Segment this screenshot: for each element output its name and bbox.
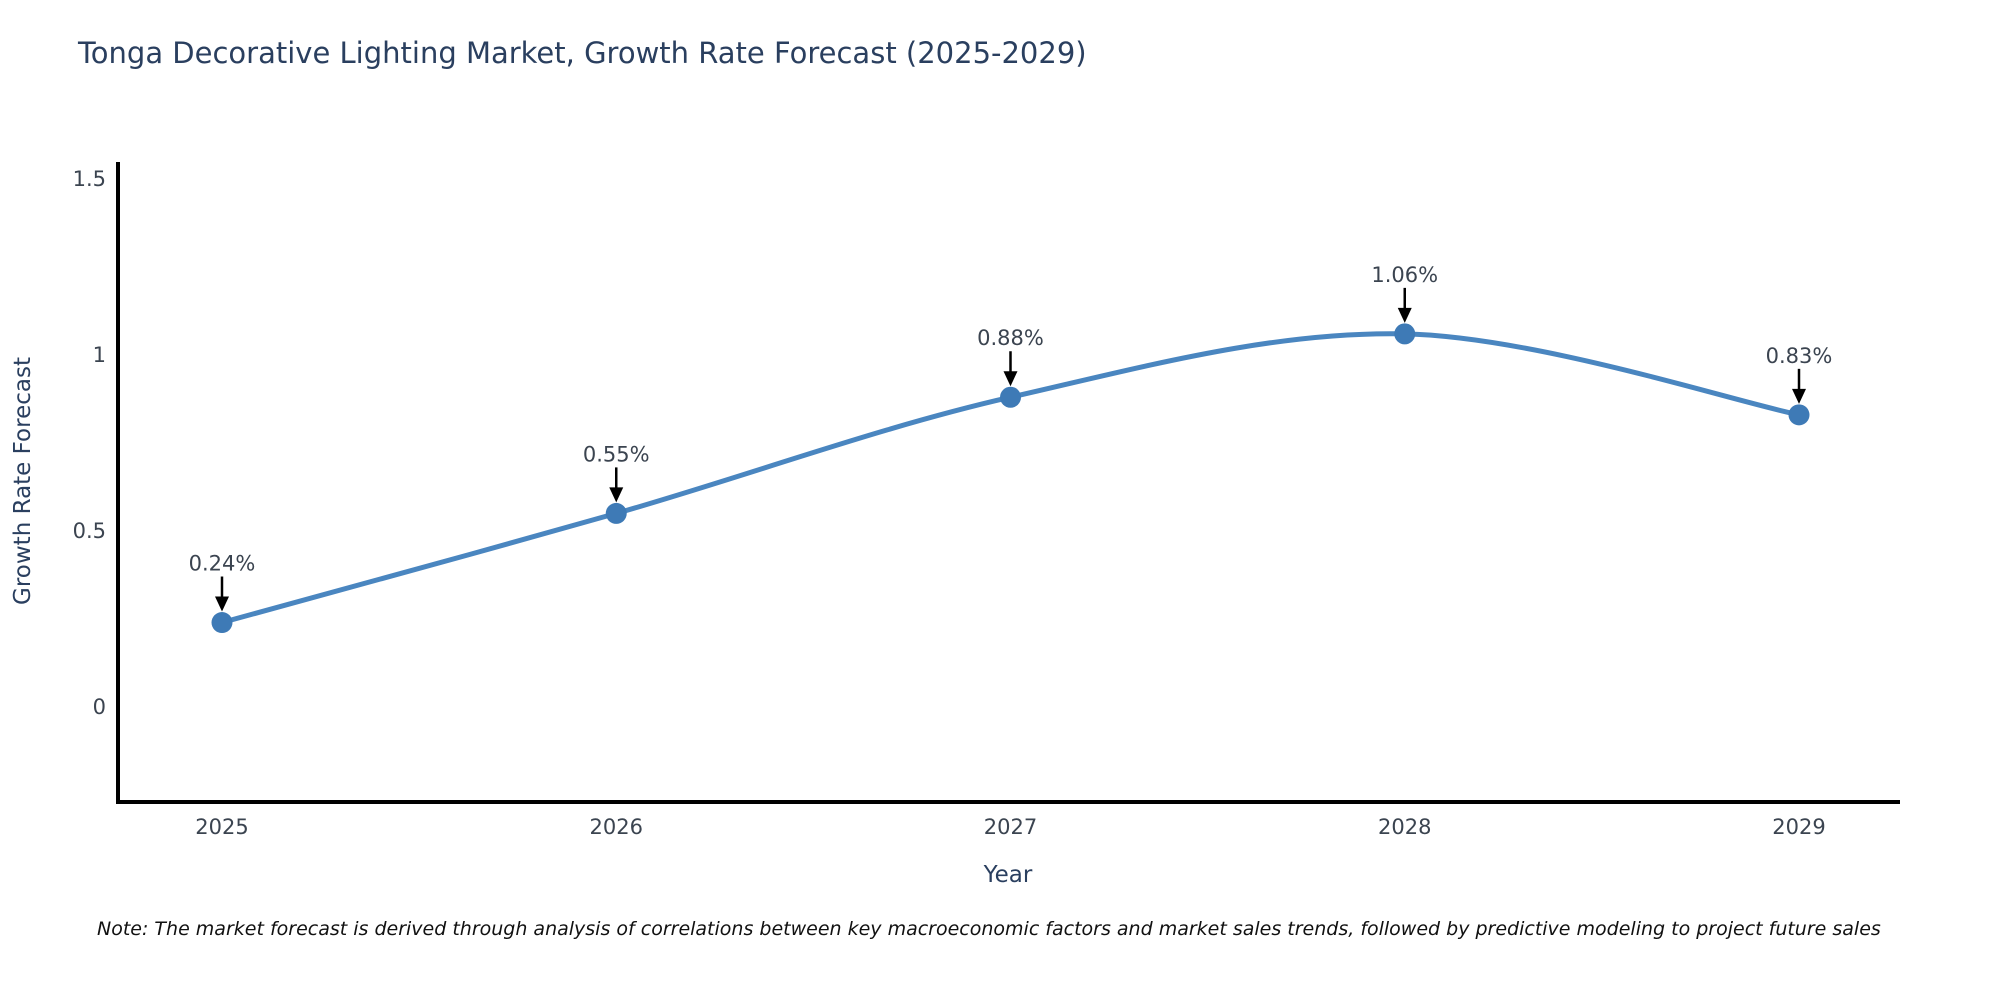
data-point-label: 0.88% [977, 326, 1044, 350]
x-tick-label: 2026 [590, 815, 643, 839]
x-tick-label: 2029 [1772, 815, 1825, 839]
data-point-marker [605, 502, 627, 524]
y-tick-label: 1.5 [73, 167, 106, 191]
annotation-arrowhead [609, 487, 624, 503]
x-tick-label: 2025 [195, 815, 248, 839]
data-point-marker [1788, 404, 1810, 426]
y-tick-label: 1 [93, 343, 106, 367]
annotation-arrowhead [215, 596, 229, 612]
x-tick-label: 2028 [1378, 815, 1431, 839]
data-point-marker [1394, 323, 1416, 345]
annotation-arrowhead [1792, 388, 1806, 404]
annotation-arrowhead [1397, 307, 1412, 323]
y-tick-label: 0 [93, 695, 106, 719]
data-point-label: 0.83% [1766, 344, 1833, 368]
x-tick-label: 2027 [984, 815, 1037, 839]
data-point-label: 1.06% [1371, 263, 1438, 287]
data-point-label: 0.55% [583, 442, 650, 466]
data-point-marker [1000, 386, 1021, 408]
data-point-marker [211, 612, 233, 634]
data-point-label: 0.24% [189, 552, 256, 576]
y-tick-label: 0.5 [73, 519, 106, 543]
footnote: Note: The market forecast is derived thr… [97, 918, 1881, 940]
chart-title: Tonga Decorative Lighting Market, Growth… [78, 36, 1087, 70]
x-axis-title: Year [983, 862, 1033, 888]
annotation-arrowhead [1003, 371, 1018, 387]
